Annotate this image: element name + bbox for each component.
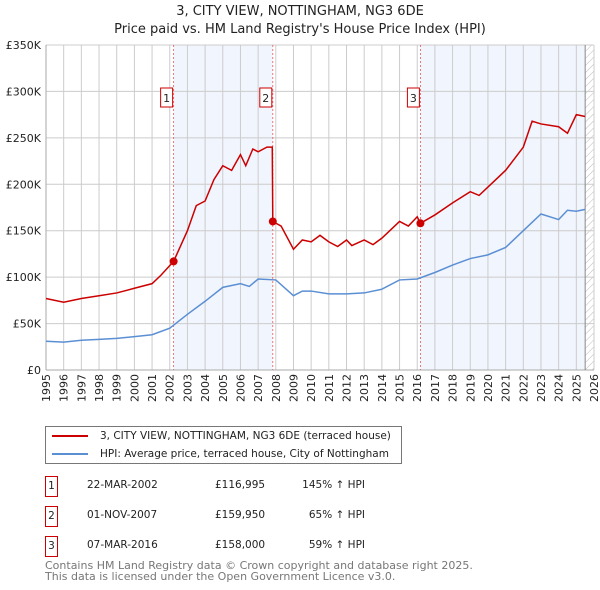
property-price-line	[45, 113, 586, 303]
x-tick-label: 2010	[305, 374, 318, 402]
sale-label-box	[259, 87, 273, 108]
x-tick-label: 2005	[217, 374, 230, 402]
x-tick-label: 2022	[517, 374, 530, 402]
x-tick-label: 2009	[287, 374, 300, 402]
sale-hpi-change: 65% ↑ HPI	[308, 509, 365, 521]
y-tick-label: £250K	[6, 132, 42, 145]
x-tick-label: 2013	[358, 374, 371, 402]
x-tick-label: 2008	[270, 374, 283, 402]
x-tick-label: 1996	[58, 374, 71, 402]
x-tick-label: 2019	[464, 374, 477, 402]
x-tick-label: 2021	[500, 374, 513, 402]
x-tick-label: 2023	[535, 374, 548, 402]
sale-label: 3	[410, 92, 417, 105]
sale-label: 1	[163, 92, 170, 105]
x-tick-label: 2007	[252, 374, 265, 402]
y-tick-label: £350K	[6, 39, 42, 52]
legend-label-property: 3, CITY VIEW, NOTTINGHAM, NG3 6DE (terra…	[100, 430, 391, 442]
forecast-hatch	[585, 45, 594, 370]
footer-line-2: This data is licensed under the Open Gov…	[45, 570, 396, 583]
footer: Contains HM Land Registry data © Crown c…	[45, 560, 473, 582]
legend: 3, CITY VIEW, NOTTINGHAM, NG3 6DE (terra…	[45, 426, 402, 464]
x-tick-label: 2020	[482, 374, 495, 402]
sale-point	[416, 219, 425, 228]
sale-label: 2	[262, 92, 269, 105]
sale-number-badge: 3	[45, 536, 58, 557]
y-tick-label: £0	[27, 364, 41, 377]
x-tick-label: 2001	[146, 374, 159, 402]
y-tick-label: £50K	[13, 318, 42, 331]
y-tick-label: £300K	[6, 85, 42, 98]
x-tick-label: 2015	[394, 374, 407, 402]
x-tick-label: 2012	[341, 374, 354, 402]
sale-date: 07-MAR-2016	[87, 539, 158, 551]
sale-price: £159,950	[215, 509, 266, 521]
y-tick-label: £200K	[6, 178, 42, 191]
hpi-line	[45, 208, 586, 343]
x-tick-label: 2002	[164, 374, 177, 402]
x-tick-label: 2017	[429, 374, 442, 402]
sale-date: 22-MAR-2002	[87, 479, 158, 491]
chart-subtitle: Price paid vs. HM Land Registry's House …	[114, 22, 486, 37]
x-tick-label: 2004	[199, 374, 212, 402]
x-tick-label: 2018	[447, 374, 460, 402]
x-tick-label: 1997	[75, 374, 88, 402]
footer-line-1: Contains HM Land Registry data © Crown c…	[45, 559, 473, 572]
sale-hpi-change: 59% ↑ HPI	[308, 539, 365, 551]
legend-label-hpi: HPI: Average price, terraced house, City…	[100, 448, 389, 460]
x-tick-label: 2014	[376, 374, 389, 402]
sale-point	[169, 257, 178, 266]
x-tick-label: 2011	[323, 374, 336, 402]
x-tick-label: 1995	[40, 374, 53, 402]
x-tick-label: 2003	[181, 374, 194, 402]
sale-point	[268, 217, 277, 226]
x-tick-label: 2026	[588, 374, 600, 402]
x-tick-label: 2024	[553, 374, 566, 402]
x-tick-label: 2016	[411, 374, 424, 402]
plot-area: 1995 1996 1997 1998 1999 2000 2001 2002 2003 2004…	[6, 39, 600, 402]
chart-title: 3, CITY VIEW, NOTTINGHAM, NG3 6DE	[176, 4, 424, 19]
x-tick-label: 2000	[128, 374, 141, 402]
x-tick-label: 1998	[93, 374, 106, 402]
x-tick-label: 2025	[570, 374, 583, 402]
legend-swatch-property	[52, 435, 88, 437]
sale-number-badge: 2	[45, 506, 58, 527]
legend-swatch-hpi	[52, 453, 88, 455]
y-tick-label: £100K	[6, 271, 42, 284]
x-tick-label: 2006	[234, 374, 247, 402]
shaded-period	[420, 45, 586, 370]
sale-price: £158,000	[215, 539, 266, 551]
sale-hpi-change: 145% ↑ HPI	[302, 479, 365, 491]
sale-label-box	[160, 87, 174, 108]
sale-number-badge: 1	[45, 476, 58, 497]
sale-label-box	[406, 87, 420, 108]
sale-price: £116,995	[215, 479, 266, 491]
y-tick-label: £150K	[6, 225, 42, 238]
x-tick-label: 1999	[111, 374, 124, 402]
sale-date: 01-NOV-2007	[87, 509, 158, 521]
